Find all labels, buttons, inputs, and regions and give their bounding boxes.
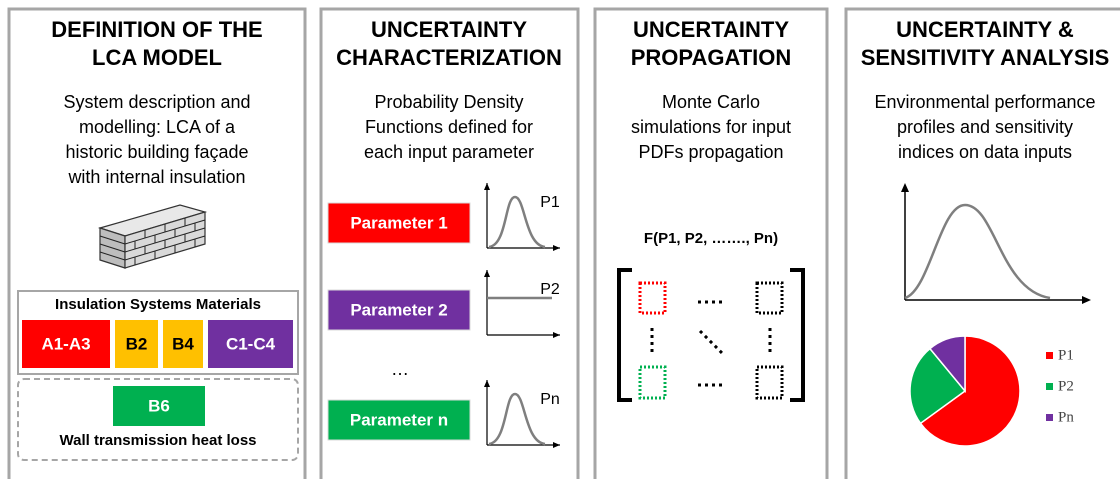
parameter-label: Parameter n xyxy=(350,410,448,429)
material-label: C1-C4 xyxy=(226,334,276,353)
distribution-plot xyxy=(901,183,1091,304)
panel-description: with internal insulation xyxy=(67,167,245,187)
parameter-label: Parameter 1 xyxy=(350,213,447,232)
matrix xyxy=(617,268,805,402)
panel-description: modelling: LCA of a xyxy=(79,117,236,137)
panel-description: PDFs propagation xyxy=(638,142,783,162)
legend-label: Pn xyxy=(1058,409,1074,425)
panel-description: Functions defined for xyxy=(365,117,533,137)
materials-title: Insulation Systems Materials xyxy=(55,296,261,313)
material-label: B2 xyxy=(126,334,148,353)
formula: F(P1, P2, ……., Pn) xyxy=(644,230,778,247)
panel-description: System description and xyxy=(63,92,250,112)
pdf-arrows xyxy=(484,380,560,448)
panel-description: indices on data inputs xyxy=(898,142,1072,162)
panel-frame xyxy=(593,7,829,479)
legend-label: P1 xyxy=(1058,347,1074,363)
curve-label: P1 xyxy=(540,194,560,211)
curve-label: P2 xyxy=(540,281,560,298)
material-box xyxy=(115,320,158,368)
ellipsis: … xyxy=(391,359,409,379)
panel-title: LCA MODEL xyxy=(92,45,222,70)
panel-frame xyxy=(844,7,1120,479)
panel-description: Environmental performance xyxy=(874,92,1095,112)
material-label: B4 xyxy=(172,334,194,353)
panel-description: simulations for input xyxy=(631,117,791,137)
panel-frames xyxy=(7,7,1120,479)
legend-swatch xyxy=(1046,383,1053,390)
parameter-box xyxy=(327,289,471,331)
use-stage-caption: Wall transmission heat loss xyxy=(60,432,257,449)
pdf-arrows xyxy=(484,183,560,251)
panel-title: UNCERTAINTY xyxy=(633,17,789,42)
material-box xyxy=(22,320,110,368)
pdf-axes xyxy=(486,270,560,336)
panel-title: CHARACTERIZATION xyxy=(336,45,562,70)
wall-icon xyxy=(97,204,208,269)
panel-title: PROPAGATION xyxy=(631,45,792,70)
use-stage-label: B6 xyxy=(148,396,170,415)
use-stage-box xyxy=(113,386,205,426)
panel-description: Monte Carlo xyxy=(662,92,760,112)
panel-description: Probability Density xyxy=(374,92,523,112)
legend-label: P2 xyxy=(1058,378,1074,394)
pie-slice xyxy=(909,347,967,425)
panel-description: each input parameter xyxy=(364,142,534,162)
pdf-axes xyxy=(486,183,560,249)
material-box xyxy=(208,320,293,368)
panel-title: UNCERTAINTY & xyxy=(896,17,1074,42)
curve-label: Pn xyxy=(540,391,560,408)
pie-slice xyxy=(919,335,1021,447)
use-stage-frame xyxy=(17,378,299,461)
legend-swatch xyxy=(1046,352,1053,359)
panel-frame xyxy=(319,7,580,479)
pdf-arrows xyxy=(484,270,560,338)
pie-slice xyxy=(928,335,966,394)
materials-frame xyxy=(17,290,299,375)
parameter-box xyxy=(327,399,471,441)
panel-title: DEFINITION OF THE xyxy=(51,17,262,42)
panel-description: historic building façade xyxy=(65,142,248,162)
pdf-curve xyxy=(488,195,546,249)
panel-title: UNCERTAINTY xyxy=(371,17,527,42)
parameter-label: Parameter 2 xyxy=(350,300,447,319)
panel-description: profiles and sensitivity xyxy=(897,117,1073,137)
pdf-axes xyxy=(486,380,560,446)
parameter-box xyxy=(327,202,471,244)
material-box xyxy=(163,320,203,368)
panel-frame xyxy=(7,7,307,479)
pdf-curve xyxy=(488,392,546,446)
legend-swatch xyxy=(1046,414,1053,421)
panel-title: SENSITIVITY ANALYSIS xyxy=(861,45,1110,70)
material-label: A1-A3 xyxy=(41,334,90,353)
